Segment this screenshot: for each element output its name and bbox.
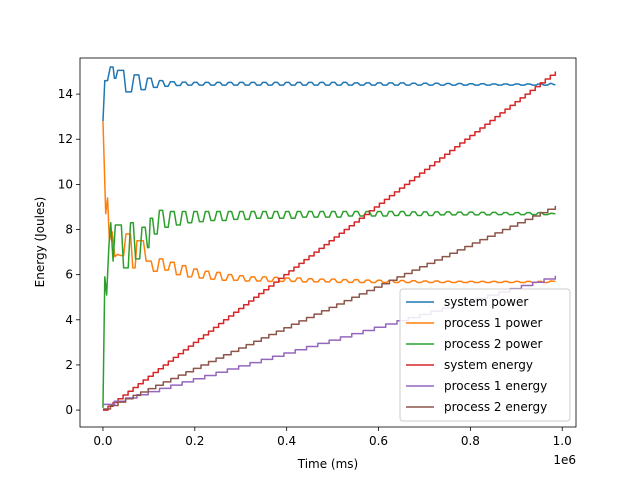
x-tick-label: 0.4 [277, 434, 296, 448]
y-tick-label: 6 [65, 268, 73, 282]
y-tick-label: 4 [65, 313, 73, 327]
y-tick-label: 8 [65, 223, 73, 237]
x-tick-label: 0.6 [369, 434, 388, 448]
x-axis-label: Time (ms) [297, 457, 359, 471]
x-tick-label: 0.0 [93, 434, 112, 448]
x-axis-offset-text: 1e6 [553, 453, 576, 467]
series-line-process-2-power [102, 209, 556, 408]
x-tick-label: 1.0 [553, 434, 572, 448]
y-tick-label: 2 [65, 358, 73, 372]
y-axis-ticks: 0 2 4 6 8 10 12 14 [58, 87, 80, 417]
series-line-system-energy [102, 71, 557, 411]
y-tick-label: 10 [58, 177, 73, 191]
y-tick-label: 12 [58, 132, 73, 146]
series-line-system-power [102, 66, 556, 122]
legend-label: system energy [444, 358, 533, 372]
x-axis-ticks: 0.0 0.2 0.4 0.6 0.8 1.0 [93, 427, 572, 448]
series-line-process-2-energy [102, 205, 557, 410]
series-layer [102, 66, 557, 411]
x-tick-label: 0.2 [185, 434, 204, 448]
plot-frame [79, 57, 577, 428]
x-tick-label: 0.8 [461, 434, 480, 448]
legend-box [399, 288, 571, 422]
y-axis-label: Energy (Joules) [33, 197, 47, 288]
legend-label: process 2 power [444, 337, 543, 351]
y-tick-label: 0 [65, 403, 73, 417]
y-tick-label: 14 [58, 87, 73, 101]
legend-label: process 2 energy [444, 400, 547, 414]
series-line-process-1-power [102, 121, 556, 284]
legend-label: process 1 power [444, 316, 543, 330]
legend-label: process 1 energy [444, 379, 547, 393]
legend: system power process 1 power process 2 pow… [399, 288, 571, 422]
legend-label: system power [444, 295, 528, 309]
